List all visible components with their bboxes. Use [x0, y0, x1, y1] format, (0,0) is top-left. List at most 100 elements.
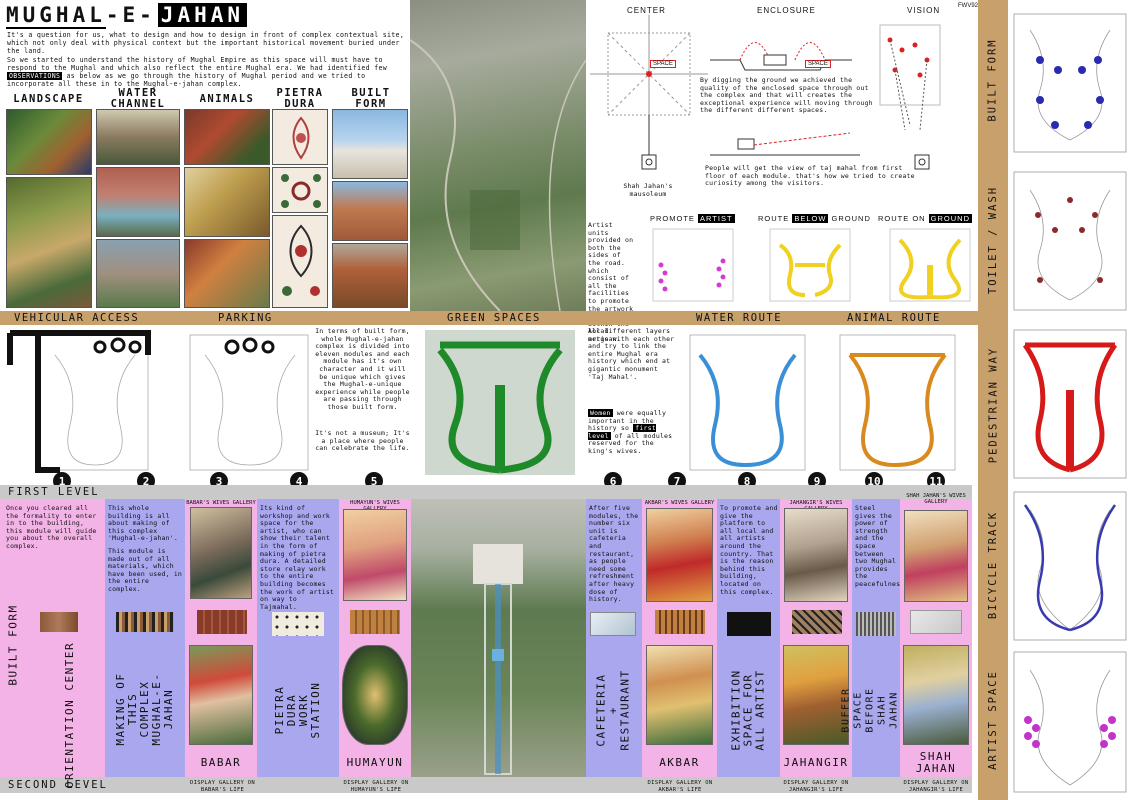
layers-text: All different layers merge with each oth… [588, 327, 675, 381]
module-9-display-label: DISPLAY GALLERY ON JAHANGIR'S LIFE [783, 780, 849, 793]
second-level-label: SECOND LEVEL [8, 779, 108, 791]
module-10-text: Steel gives the power of strength and th… [855, 504, 909, 588]
promote-highlight: ARTIST [698, 214, 735, 223]
concept-diagrams [590, 15, 941, 170]
layered-plans [1013, 13, 1127, 793]
module-6-material [590, 612, 636, 636]
module-2-text-b: This module is made out of all materials… [108, 547, 183, 593]
route-text: ROUTE [758, 214, 793, 223]
section-band [0, 311, 978, 325]
promote-artist-label: PROMOTE ARTIST [650, 214, 735, 223]
side-label-text: BICYCLE TRACK [987, 510, 999, 620]
built-form-taj-photo [332, 109, 408, 179]
intro-text-end: as below as we go through the history of… [7, 72, 366, 88]
module-1-column [0, 499, 105, 777]
module-4-name: PIETRA DURA WORK STATION [262, 650, 334, 770]
side-label-text: ARTIST SPACE [987, 670, 1000, 770]
water-channel-photo-1 [96, 109, 180, 165]
module-10-name: BUFFER SPACE BEFORE SHAH JAHAN GALLERY [840, 648, 911, 772]
humayun-portrait [342, 645, 408, 745]
concept-enclosure-label: ENCLOSURE [757, 6, 816, 15]
side-label-bicycle-track: BICYCLE TRACK [978, 490, 1008, 640]
side-label-text: BUILT FORM [987, 38, 999, 122]
akbar-portrait [646, 645, 713, 745]
animals-painting-1 [184, 109, 270, 165]
page-title: MUGHAL-E- JAHAN [6, 2, 248, 28]
module-4-text: Its kind of workshop and work space for … [260, 504, 335, 611]
module-4-material [272, 612, 324, 636]
side-label-built-form: BUILT FORM [978, 20, 1008, 140]
module-7-display-label: DISPLAY GALLERY ON AKBAR'S LIFE [647, 780, 713, 793]
module-7-gallery-label: AKBAR'S WIVES GALLERY [644, 500, 715, 506]
shah-jahan-wife-portrait [904, 510, 968, 602]
route-text-end: GROUND [828, 214, 871, 223]
built-form-vertical-label: BUILT FORM [0, 600, 28, 690]
side-label-artist-space: ARTIST SPACE [978, 650, 1008, 790]
module-6-name: CAFETERIA + RESTAURANT [586, 650, 642, 770]
built-form-text: In terms of built form, whole Mughal-e-j… [315, 327, 410, 411]
module-7-material [655, 610, 705, 634]
module-6-name-text: CAFETERIA + RESTAURANT [595, 669, 632, 751]
enclosure-space-label-1: SPACE [650, 60, 676, 68]
label-parking: PARKING [218, 312, 273, 324]
site-plan-row [7, 330, 956, 475]
module-3-display-label: DISPLAY GALLERY ON BABAR'S LIFE [189, 780, 255, 793]
shah-jahan-portrait [903, 645, 969, 745]
module-2-text-a: This whole building is all about making … [108, 504, 178, 543]
module-8-text: To promote and give the platform to all … [720, 504, 778, 596]
module-7-name: AKBAR [642, 748, 717, 777]
women-highlight: Women [588, 409, 613, 417]
module-2-name-text: MAKING OF THIS COMPLEX MUGHAL-E-JAHAN [114, 672, 175, 746]
module-8-column [717, 499, 780, 777]
side-label-pedestrian-way: PEDESTRIAN WAY [978, 325, 1008, 485]
route-thumbnails [652, 228, 971, 302]
museum-text: It's not a museum; It's a place where pe… [315, 429, 410, 453]
module-9-material [792, 610, 842, 634]
module-1-name: ORIENTATION CENTER [50, 642, 90, 788]
category-landscape: LANDSCAPE [13, 93, 84, 105]
module-3-material [197, 610, 247, 634]
route-on-ground-label: ROUTE ON GROUND [878, 214, 973, 223]
built-form-vertical-text: BUILT FORM [7, 604, 21, 686]
first-level-label: FIRST LEVEL [8, 486, 100, 498]
label-green-spaces: GREEN SPACES [447, 312, 541, 324]
module-2-name: MAKING OF THIS COMPLEX MUGHAL-E-JAHAN [105, 645, 185, 773]
babar-wife-portrait [190, 507, 252, 599]
title-main: MUGHAL-E- [6, 3, 156, 27]
animals-painting-2 [184, 167, 270, 237]
route-below-ground-label: ROUTE BELOW GROUND [758, 214, 871, 223]
module-11-gallery-label: SHAH JAHAN'S WIVES GALLERY [906, 493, 966, 505]
site-aerial-map [409, 0, 587, 312]
module-11-material [910, 610, 962, 634]
label-water-route: WATER ROUTE [696, 312, 783, 324]
title-underline [6, 27, 106, 29]
module-6-column [586, 499, 642, 777]
module-8-name: EXHIBITION SPACE FOR ALL ARTIST [717, 648, 780, 772]
label-vehicular-access: VEHICULAR ACCESS [14, 312, 140, 324]
side-label-toilet-wash: TOILET / WASH [978, 170, 1008, 310]
intro-paragraph-2: So we started to understand the history … [7, 56, 407, 88]
promote-text: PROMOTE [650, 214, 699, 223]
second-level-bar [0, 777, 972, 793]
intro-text: So we started to understand the history … [7, 56, 388, 72]
pietra-dura-1 [272, 109, 328, 165]
category-built-form: BUILT FORM [351, 87, 391, 110]
module-2-column [105, 499, 185, 777]
module-6-text: After five modules, the number six unit … [589, 504, 639, 604]
intro-paragraph-1: It's a question for us, what to design a… [7, 31, 405, 55]
taj-mahal-aerial [411, 499, 586, 777]
jahangir-portrait [783, 645, 849, 745]
pietra-dura-3 [272, 215, 328, 308]
side-label-text: PEDESTRIAN WAY [987, 346, 1000, 464]
module-5-name: HUMAYUN [339, 748, 411, 777]
jahangir-wife-portrait [784, 508, 848, 602]
module-11-name: SHAH JAHAN [900, 748, 972, 777]
module-10-material [856, 612, 896, 636]
module-5-display-label: DISPLAY GALLERY ON HUMAYUN'S LIFE [343, 780, 409, 793]
built-form-fort-photo-2 [332, 243, 408, 308]
module-1-text: Once you cleared all the formality to en… [6, 504, 97, 550]
module-4-name-text: PIETRA DURA WORK STATION [273, 681, 322, 739]
module-10-column [852, 499, 900, 777]
observations-highlight: OBSERVATIONS [7, 72, 63, 80]
women-body-end: of all modules reserved for the king's w… [588, 431, 673, 455]
